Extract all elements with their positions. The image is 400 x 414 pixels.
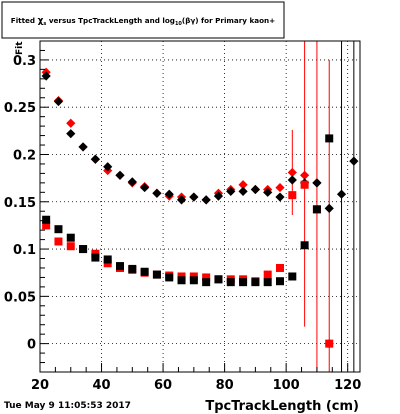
- data-point-diamond: [127, 177, 137, 187]
- data-point-diamond: [250, 184, 260, 195]
- data-point-square: [66, 242, 75, 251]
- x-tick-label: 20: [31, 378, 49, 393]
- x-axis-label: TpcTrackLength (cm): [205, 399, 359, 414]
- data-point-diamond: [336, 189, 347, 199]
- data-point-diamond: [103, 162, 113, 172]
- data-point-square: [312, 205, 321, 214]
- data-point-square: [189, 276, 198, 285]
- plot-frame: [39, 40, 361, 373]
- data-point-square: [276, 263, 284, 272]
- data-point-square: [325, 134, 334, 143]
- data-point-diamond: [115, 170, 125, 180]
- data-point-diamond: [213, 191, 224, 201]
- data-point-diamond: [53, 96, 64, 107]
- data-point-square: [152, 270, 161, 279]
- data-point-diamond: [226, 186, 236, 196]
- data-point-square: [66, 233, 75, 242]
- data-point-square: [288, 272, 297, 281]
- data-point-diamond: [140, 182, 150, 193]
- data-point-square: [239, 278, 248, 287]
- data-point-diamond: [176, 195, 187, 205]
- data-point-diamond: [201, 195, 211, 205]
- x-tick-label: 80: [216, 378, 234, 393]
- data-point-square: [263, 278, 272, 287]
- data-point-diamond: [90, 154, 100, 164]
- timestamp: Tue May 9 11:05:53 2017: [4, 401, 131, 411]
- title-box: Fitted χs versus TpcTrackLength and log1…: [1, 1, 285, 39]
- data-point-diamond: [275, 192, 285, 202]
- data-point-diamond: [41, 71, 51, 81]
- y-tick-label: 0.25: [4, 101, 36, 116]
- y-tick-label: 0.2: [13, 148, 36, 163]
- data-point-diamond: [312, 178, 322, 188]
- x-tick-label: 60: [154, 378, 172, 393]
- x-tick-label: 100: [273, 378, 300, 393]
- data-point-square: [202, 273, 211, 282]
- data-point-square: [325, 339, 334, 348]
- error-bars: [291, 41, 355, 372]
- data-point-diamond: [189, 192, 199, 202]
- data-point-square: [226, 278, 235, 287]
- data-point-diamond: [66, 129, 76, 139]
- x-tick-label: 40: [92, 378, 110, 393]
- data-point-diamond: [238, 186, 248, 196]
- data-point-square: [54, 225, 63, 234]
- data-point-square: [251, 278, 260, 287]
- data-markers: [41, 67, 359, 349]
- data-point-square: [91, 253, 100, 262]
- axes: 20 40 60 80 100 120 0 0.05 0.1 0.15 0.2 0.25 0.3: [4, 40, 361, 393]
- data-point-square: [288, 191, 297, 200]
- y-axis-label-fragment: Fit: [15, 41, 25, 55]
- data-point-square: [276, 277, 284, 286]
- data-point-square: [42, 215, 51, 224]
- data-point-diamond: [275, 182, 285, 193]
- data-point-square: [263, 270, 272, 279]
- y-tick-label: 0.15: [4, 196, 36, 211]
- data-point-square: [165, 273, 174, 282]
- data-point-diamond: [164, 189, 174, 199]
- grid: [40, 41, 360, 372]
- data-point-diamond: [263, 187, 273, 197]
- data-point-square: [177, 276, 186, 285]
- data-point-square: [79, 245, 88, 254]
- data-point-square: [202, 278, 211, 287]
- data-point-diamond: [78, 142, 88, 152]
- x-tick-label: 120: [334, 378, 361, 393]
- data-point-square: [214, 275, 223, 284]
- data-point-square: [42, 221, 51, 230]
- data-point-square: [300, 241, 309, 250]
- data-point-diamond: [238, 180, 248, 190]
- y-tick-label: 0: [27, 338, 36, 353]
- data-point-square: [128, 264, 137, 273]
- data-point-square: [300, 180, 309, 189]
- data-point-square: [140, 267, 149, 276]
- y-tick-label: 0.3: [13, 54, 36, 69]
- y-tick-label: 0.05: [4, 290, 36, 305]
- data-point-diamond: [66, 118, 76, 128]
- y-tick-label: 0.1: [13, 243, 36, 258]
- data-point-square: [103, 255, 112, 264]
- data-point-diamond: [152, 188, 162, 198]
- data-point-square: [116, 262, 124, 271]
- data-point-diamond: [287, 175, 297, 185]
- data-point-diamond: [349, 156, 359, 166]
- data-point-diamond: [287, 167, 297, 178]
- data-point-square: [54, 237, 63, 246]
- chart-title: Fitted χs versus TpcTrackLength and log1…: [11, 16, 275, 27]
- data-point-diamond: [324, 203, 334, 213]
- data-point-diamond: [300, 170, 310, 180]
